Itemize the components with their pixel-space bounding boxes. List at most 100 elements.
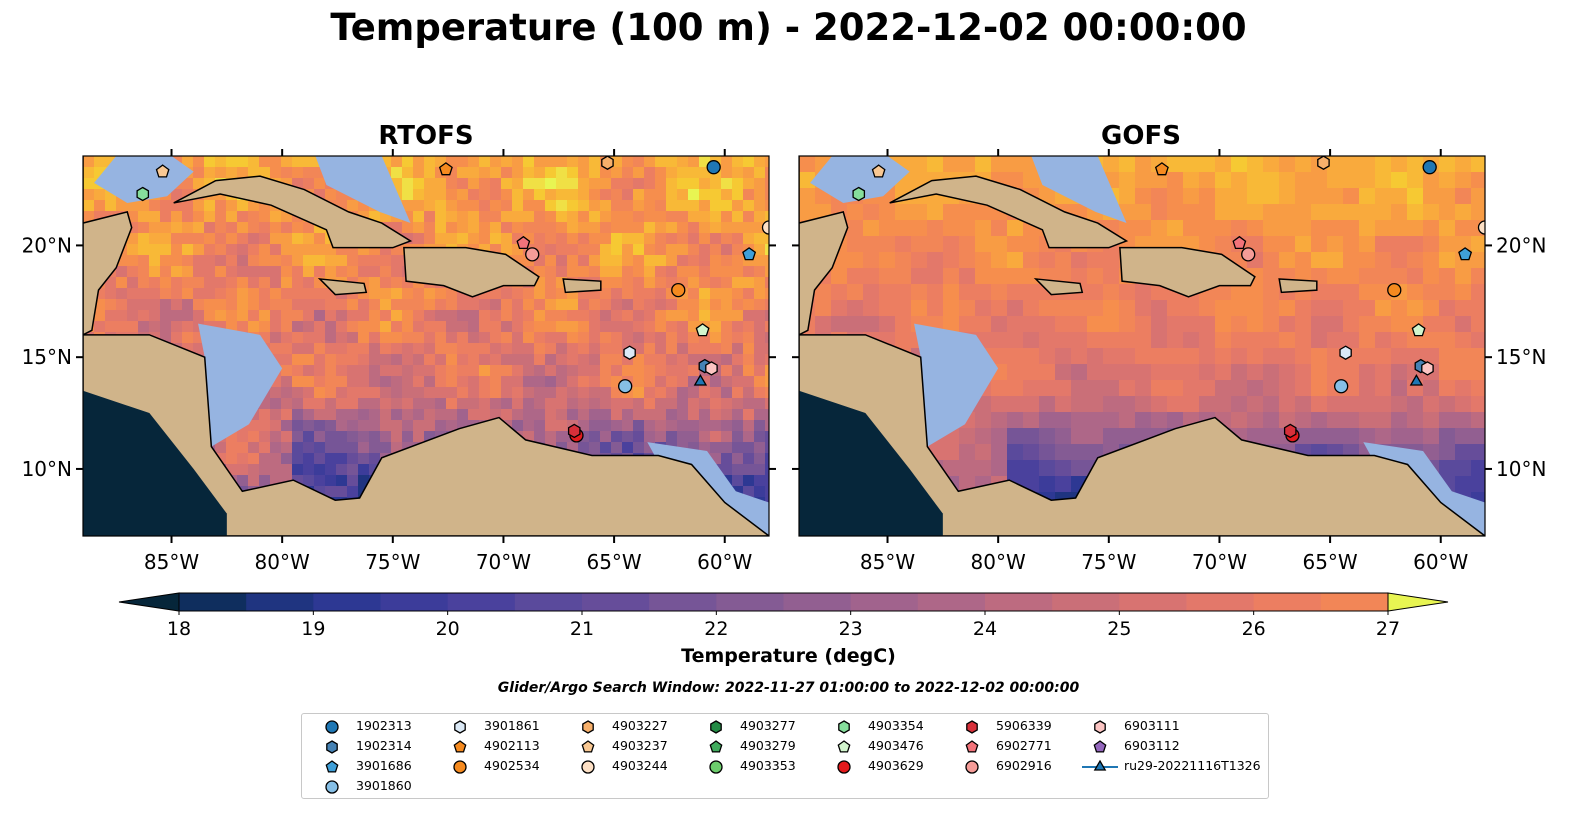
colorbar-bin xyxy=(514,593,583,611)
colorbar-tick-label: 19 xyxy=(301,618,325,640)
landmass xyxy=(1033,277,1084,296)
legend-marker xyxy=(710,720,722,734)
legend-label: 1902313 xyxy=(356,718,412,733)
legend: 1902313 1902314 3901686 3901860 3901861 49021… xyxy=(301,713,1269,799)
colorbar-tick-label: 21 xyxy=(570,618,594,640)
legend-label: 6903112 xyxy=(1124,738,1180,753)
legend-marker-hexagon-icon xyxy=(454,720,466,734)
legend-marker-pentagon-icon xyxy=(325,760,339,773)
legend-label: 4903279 xyxy=(740,738,796,753)
lon-tick-label: 65°W xyxy=(586,550,641,574)
colorbar-tick-label: 25 xyxy=(1107,618,1131,640)
obs-4903237 xyxy=(155,164,170,178)
lat-tick-label: 20°N xyxy=(1496,233,1546,257)
colorbar-bin xyxy=(1320,593,1389,611)
colorbar-tick-label: 22 xyxy=(704,618,728,640)
obs-6903111 xyxy=(705,361,718,376)
colorbar-tick-label: 23 xyxy=(839,618,863,640)
obs-6902916 xyxy=(1241,247,1256,262)
legend-label: 1902314 xyxy=(356,738,412,753)
legend-marker-circle-icon xyxy=(965,760,979,774)
obs-4903354 xyxy=(852,186,866,202)
legend-label: 4903354 xyxy=(868,718,924,733)
legend-marker xyxy=(326,740,338,754)
obs-4902113 xyxy=(1154,162,1169,176)
legend-marker xyxy=(325,720,339,734)
obs-4903237 xyxy=(871,164,886,178)
legend-label: 4903244 xyxy=(612,758,668,773)
colorbar-bin xyxy=(1186,593,1255,611)
legend-label: 4902113 xyxy=(484,738,540,753)
lon-tick-label: 60°W xyxy=(1413,550,1468,574)
lon-tick-label: 85°W xyxy=(144,550,199,574)
obs-6903112 xyxy=(232,538,244,550)
landmass xyxy=(1278,278,1318,294)
obs-3901861 xyxy=(1339,345,1352,360)
legend-label: 3901861 xyxy=(484,718,540,733)
colorbar-bin xyxy=(1253,593,1322,611)
legend-marker xyxy=(709,740,723,753)
colorbar-bin xyxy=(649,593,717,611)
obs-6902916 xyxy=(525,247,540,262)
colorbar-frame xyxy=(178,592,1389,612)
obs-5906339 xyxy=(1283,423,1297,439)
colorbar-extend-low xyxy=(118,592,180,612)
obs-1902313 xyxy=(1422,160,1437,175)
obs-4903227 xyxy=(1317,156,1330,170)
lon-tick-label: 80°W xyxy=(255,550,310,574)
lat-tick-label: 10°N xyxy=(22,457,72,481)
landmass xyxy=(83,334,769,536)
legend-marker-circle-icon xyxy=(709,760,723,774)
obs-3901861 xyxy=(623,345,636,360)
obs-4903277 xyxy=(1448,136,1459,149)
legend-marker xyxy=(1093,759,1107,771)
lon-tick-label: 75°W xyxy=(365,550,420,574)
legend-label: 4902534 xyxy=(484,758,540,773)
colorbar-tick-label: 27 xyxy=(1376,618,1400,640)
legend-marker-pentagon-icon xyxy=(1093,740,1107,753)
legend-marker xyxy=(1094,720,1106,734)
legend-marker-triangle-icon xyxy=(1082,759,1118,771)
obs-4902113 xyxy=(438,162,453,176)
shallow-water xyxy=(198,323,283,447)
legend-label: 4903237 xyxy=(612,738,668,753)
legend-marker xyxy=(965,740,979,753)
obs-ru29-20221116T1326 xyxy=(1409,373,1424,386)
colorbar-bin xyxy=(380,593,449,611)
shallow-water xyxy=(315,156,411,224)
map-frame xyxy=(798,155,1486,537)
legend-marker-hexagon-icon xyxy=(1094,720,1106,734)
obs-4903476 xyxy=(1411,323,1426,337)
legend-marker-pentagon-icon xyxy=(453,740,467,753)
legend-marker-pentagon-icon xyxy=(709,740,723,753)
legend-label: ru29-20221116T1326 xyxy=(1124,758,1261,773)
lon-tick-label: 85°W xyxy=(860,550,915,574)
legend-label: 6902916 xyxy=(996,758,1052,773)
colorbar-label: Temperature (degC) xyxy=(681,645,896,667)
shallow-water xyxy=(1031,156,1127,224)
legend-marker-hexagon-icon xyxy=(838,720,850,734)
lat-tick-label: 15°N xyxy=(22,345,72,369)
lon-tick-label: 70°W xyxy=(476,550,531,574)
colorbar-bin xyxy=(850,593,919,611)
landmass xyxy=(889,175,1129,249)
legend-marker xyxy=(1093,740,1107,753)
colorbar-bin xyxy=(917,593,986,611)
obs-4903227 xyxy=(601,156,614,170)
legend-marker xyxy=(325,760,339,773)
landmass xyxy=(1119,246,1256,298)
colorbar-bin xyxy=(985,593,1053,611)
obs-4902534 xyxy=(671,282,686,298)
legend-marker xyxy=(837,740,851,753)
legend-marker xyxy=(454,720,466,734)
legend-marker xyxy=(453,760,467,774)
search-window-caption: Glider/Argo Search Window: 2022-11-27 01… xyxy=(497,680,1080,696)
lon-tick-label: 80°W xyxy=(971,550,1026,574)
obs-3901686 xyxy=(742,247,757,261)
obs-5906339 xyxy=(567,423,581,439)
colorbar-tick-label: 26 xyxy=(1242,618,1266,640)
lon-tick-label: 65°W xyxy=(1302,550,1357,574)
legend-marker xyxy=(581,760,595,774)
lon-tick-label: 60°W xyxy=(697,550,752,574)
